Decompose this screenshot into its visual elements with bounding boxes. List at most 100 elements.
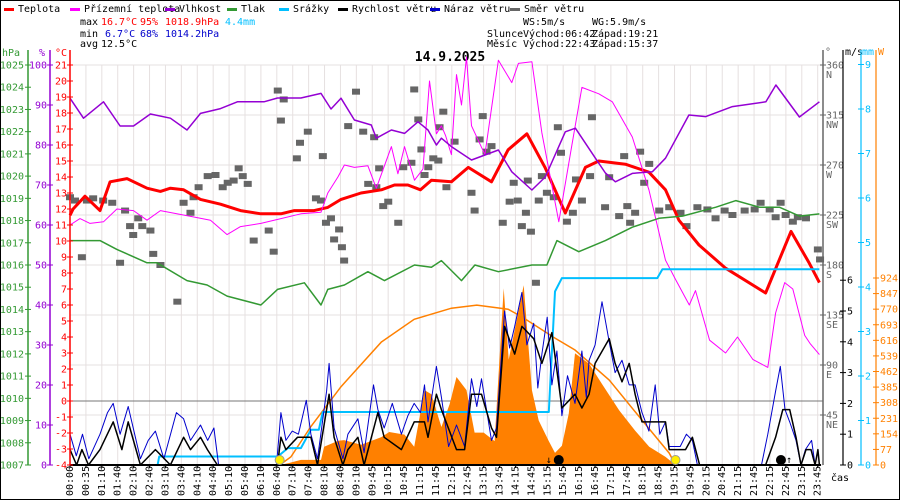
wind-direction-point [276, 117, 285, 124]
wind-direction-point [414, 116, 423, 123]
x-tick-label: 04:40 [208, 466, 219, 496]
legend-label: Teplota [18, 4, 60, 15]
x-tick-label: 08:40 [335, 466, 346, 496]
wind-direction-point [676, 209, 685, 216]
moonrise-time: Východ:22:43 [523, 38, 595, 50]
temperature-tick-label: 0 [61, 397, 67, 408]
stat-min-humidity: 68% [140, 29, 158, 40]
sunset-time: Západ:19:21 [592, 28, 658, 40]
x-tick-label: 01:10 [97, 466, 108, 496]
x-tick-label: 04:10 [192, 466, 203, 496]
wind-direction-point [399, 164, 408, 171]
wind-direction-point [720, 207, 729, 214]
humidity-tick-label: 30 [35, 341, 47, 352]
wind-direction-point [482, 148, 491, 155]
wind-direction-point [295, 139, 304, 146]
wind-direction-point [793, 214, 802, 221]
wind-direction-point [601, 204, 610, 211]
direction-tick-label: 135 [826, 311, 844, 322]
stat-min-label: min [80, 29, 98, 40]
wind-direction-point [326, 215, 335, 222]
wind-direction-point [470, 207, 479, 214]
x-tick-label: 17:15 [606, 466, 617, 496]
x-tick-label: 21:15 [733, 466, 744, 496]
wind-direction-point [626, 219, 635, 226]
wind-direction-point [467, 189, 476, 196]
wind-direction-point [623, 203, 632, 210]
solar-tick-label: 308 [880, 398, 898, 409]
solar-tick-label: 231 [880, 414, 898, 425]
wind-direction-point [665, 204, 674, 211]
temperature-axis-unit: °C [55, 48, 67, 59]
solar-tick-label: 154 [880, 429, 898, 440]
wind-direction-point [429, 155, 438, 162]
wind-direction-point [645, 160, 654, 167]
wind-direction-point [146, 227, 155, 234]
x-tick-label: 09:10 [351, 466, 362, 496]
wind-direction-point [435, 124, 444, 131]
humidity-tick-label: 60 [35, 221, 47, 232]
wind-direction-point [620, 153, 629, 160]
axes: 00:00 00:35 01:10 01:40 02:10 02:40 03:10 03:40… [0, 47, 898, 496]
wind-direction-point [615, 213, 624, 220]
x-tick-label: 02:10 [129, 466, 140, 496]
temperature-tick-label: 18 [55, 109, 67, 120]
wind-direction-point [816, 256, 825, 263]
humidity-tick-label: 20 [35, 381, 47, 392]
temperature-tick-label: 14 [55, 173, 67, 184]
x-tick-label: 16:15 [574, 466, 585, 496]
x-tick-label: 11:45 [431, 466, 442, 496]
pressure-tick-label: 1015 [0, 283, 24, 294]
legend-label: Srážky [293, 3, 329, 15]
series-teplota [68, 132, 821, 295]
rain-tick-label: 9 [865, 60, 871, 71]
wind-direction-point [82, 197, 91, 204]
markers-layer: ↓ ↑ [274, 455, 792, 466]
pressure-tick-label: 1016 [0, 261, 24, 272]
temperature-tick-label: 4 [61, 333, 67, 344]
wind-direction-point [249, 237, 258, 244]
pressure-tick-label: 1017 [0, 238, 24, 249]
wind-direction-point [531, 279, 540, 286]
moonrise-arrow-icon: ↑ [786, 455, 792, 466]
x-tick-label: 07:10 [288, 466, 299, 496]
x-tick-label: 07:40 [304, 466, 315, 496]
humidity-tick-label: 90 [35, 101, 47, 112]
solar-tick-label: 539 [880, 351, 898, 362]
wind-direction-point [813, 246, 822, 253]
wind-direction-point [269, 248, 278, 255]
wind-direction-point [384, 198, 393, 205]
wind-direction-point [417, 146, 426, 153]
pressure-tick-label: 1020 [0, 172, 24, 183]
stat-wind-gust: WG:5.9m/s [592, 17, 646, 28]
wind-direction-point [337, 244, 346, 251]
legend-swatch [4, 8, 14, 11]
sunset-marker [670, 455, 681, 465]
wind-direction-point [330, 236, 339, 243]
stat-avg-label: avg [80, 39, 98, 50]
x-tick-label: 00:35 [81, 466, 92, 496]
x-tick-label: 20:15 [701, 466, 712, 496]
wind-direction-point [478, 113, 487, 120]
pressure-tick-label: 1019 [0, 194, 24, 205]
wind-direction-point [526, 228, 535, 235]
wind-direction-point [179, 199, 188, 206]
legend-swatch [279, 8, 289, 11]
pressure-tick-label: 1024 [0, 83, 24, 94]
x-axis-label: čas [831, 472, 849, 484]
temperature-tick-label: 19 [55, 93, 67, 104]
wind-direction-point [370, 134, 379, 141]
wind-tick-label: 3 [847, 368, 853, 379]
wind-direction-point [394, 219, 403, 226]
moonrise-marker [775, 455, 786, 465]
wind-direction-point [728, 212, 737, 218]
rain-tick-label: 0 [865, 461, 871, 472]
humidity-axis-unit: % [39, 48, 45, 59]
wind-direction-point [521, 209, 530, 216]
temperature-tick-label: 2 [61, 365, 67, 376]
legend-swatch [70, 8, 80, 11]
solar-tick-label: 693 [880, 320, 898, 331]
x-tick-label: 13:15 [479, 466, 490, 496]
x-tick-label: 15:45 [558, 466, 569, 496]
